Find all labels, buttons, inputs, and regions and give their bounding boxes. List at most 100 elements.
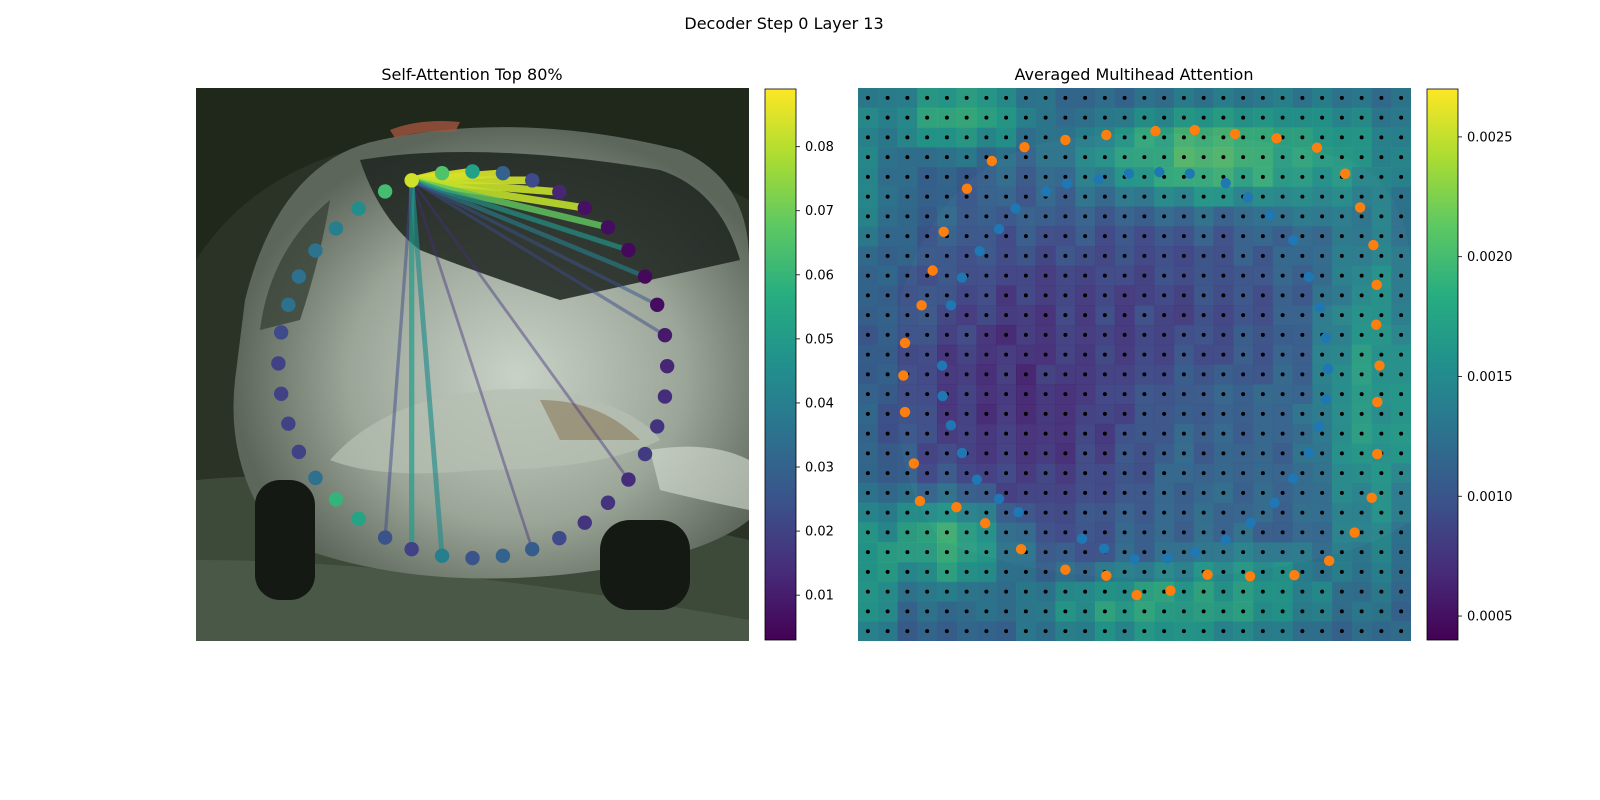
grid-dot — [905, 609, 910, 614]
grid-dot — [1043, 392, 1048, 397]
grid-dot — [964, 352, 969, 357]
grid-dot — [1339, 490, 1344, 495]
attention-edge — [410, 178, 646, 279]
grid-dot — [1339, 273, 1344, 278]
grid-dot — [1260, 293, 1265, 298]
grid-dot — [1320, 609, 1325, 614]
grid-dot — [865, 253, 870, 258]
grid-dot — [964, 629, 969, 634]
contour-point — [552, 530, 567, 546]
grid-dot — [1221, 609, 1226, 614]
grid-dot — [1004, 629, 1009, 634]
right-colorbar-ticks: 0.0005 0.0010 0.0015 0.0020 0.0025 — [1458, 130, 1513, 625]
grid-dot — [1379, 392, 1384, 397]
grid-dot — [944, 194, 949, 199]
inner-point — [1269, 497, 1280, 508]
grid-dot — [905, 392, 910, 397]
grid-dot — [885, 234, 890, 239]
grid-dot — [1201, 372, 1206, 377]
grid-dot — [1162, 609, 1167, 614]
grid-dot — [885, 471, 890, 476]
grid-dot — [1142, 174, 1147, 179]
inner-point — [1313, 421, 1324, 432]
grid-dot — [1320, 530, 1325, 535]
grid-dot — [1063, 431, 1068, 436]
grid-dot — [1102, 609, 1107, 614]
grid-dot — [1260, 589, 1265, 594]
grid-dot — [865, 569, 870, 574]
grid-dot — [1201, 234, 1206, 239]
grid-dot — [1221, 530, 1226, 535]
grid-dot — [964, 115, 969, 120]
grid-dot — [1142, 135, 1147, 140]
grid-dot — [1241, 490, 1246, 495]
grid-dot — [1221, 569, 1226, 574]
grid-dot — [1320, 510, 1325, 515]
grid-dot — [964, 431, 969, 436]
grid-dot — [984, 234, 989, 239]
grid-dot — [984, 510, 989, 515]
grid-dot — [1181, 510, 1186, 515]
grid-dot — [1063, 609, 1068, 614]
contour-point — [525, 542, 540, 557]
grid-dot — [1280, 411, 1285, 416]
contour-point — [328, 221, 344, 236]
grid-dot — [1399, 609, 1404, 614]
grid-dot — [1379, 194, 1384, 199]
colorbar-tick-label: 0.0020 — [1467, 250, 1513, 265]
grid-dot — [984, 194, 989, 199]
contour-point — [434, 548, 450, 564]
outer-point — [1372, 448, 1383, 460]
attention-edge — [409, 180, 445, 557]
grid-dot — [1339, 569, 1344, 574]
grid-dot — [984, 589, 989, 594]
grid-dot — [925, 550, 930, 555]
grid-dot — [1102, 431, 1107, 436]
grid-dot — [1379, 115, 1384, 120]
grid-dot — [984, 569, 989, 574]
grid-dot — [1221, 253, 1226, 258]
grid-dot — [964, 332, 969, 337]
contour-point — [273, 386, 289, 402]
contour-point — [495, 548, 511, 564]
grid-dot — [1379, 372, 1384, 377]
inner-point — [1154, 166, 1165, 178]
grid-dot — [1023, 135, 1028, 140]
grid-dot — [1260, 609, 1265, 614]
grid-dot — [1300, 135, 1305, 140]
grid-dot — [1300, 431, 1305, 436]
grid-dot — [944, 589, 949, 594]
grid-dot — [1241, 392, 1246, 397]
grid-dot — [1379, 431, 1384, 436]
grid-dot — [925, 609, 930, 614]
attention-edge — [410, 178, 659, 307]
grid-dot — [1399, 313, 1404, 318]
grid-dot — [964, 214, 969, 219]
grid-dots — [865, 95, 1404, 634]
grid-dot — [1359, 115, 1364, 120]
grid-dot — [925, 569, 930, 574]
grid-dot — [1083, 313, 1088, 318]
inner-point — [937, 390, 948, 402]
contour-point — [281, 416, 296, 431]
outer-point — [1150, 125, 1161, 137]
grid-dot — [1122, 609, 1127, 614]
outer-point — [916, 300, 927, 311]
inner-point — [1190, 547, 1201, 558]
grid-dot — [1043, 332, 1048, 337]
grid-dot — [1359, 431, 1364, 436]
attention-edge — [410, 179, 630, 481]
grid-dot — [1142, 609, 1147, 614]
grid-dot — [1181, 629, 1186, 634]
grid-dot — [1142, 194, 1147, 199]
grid-dot — [1102, 174, 1107, 179]
grid-dot — [1122, 490, 1127, 495]
grid-dot — [1300, 629, 1305, 634]
grid-dot — [905, 293, 910, 298]
grid-dot — [1162, 273, 1167, 278]
grid-dot — [1280, 550, 1285, 555]
grid-dot — [944, 174, 949, 179]
grid-dot — [1043, 372, 1048, 377]
grid-dot — [1399, 392, 1404, 397]
inner-point — [1061, 178, 1073, 189]
